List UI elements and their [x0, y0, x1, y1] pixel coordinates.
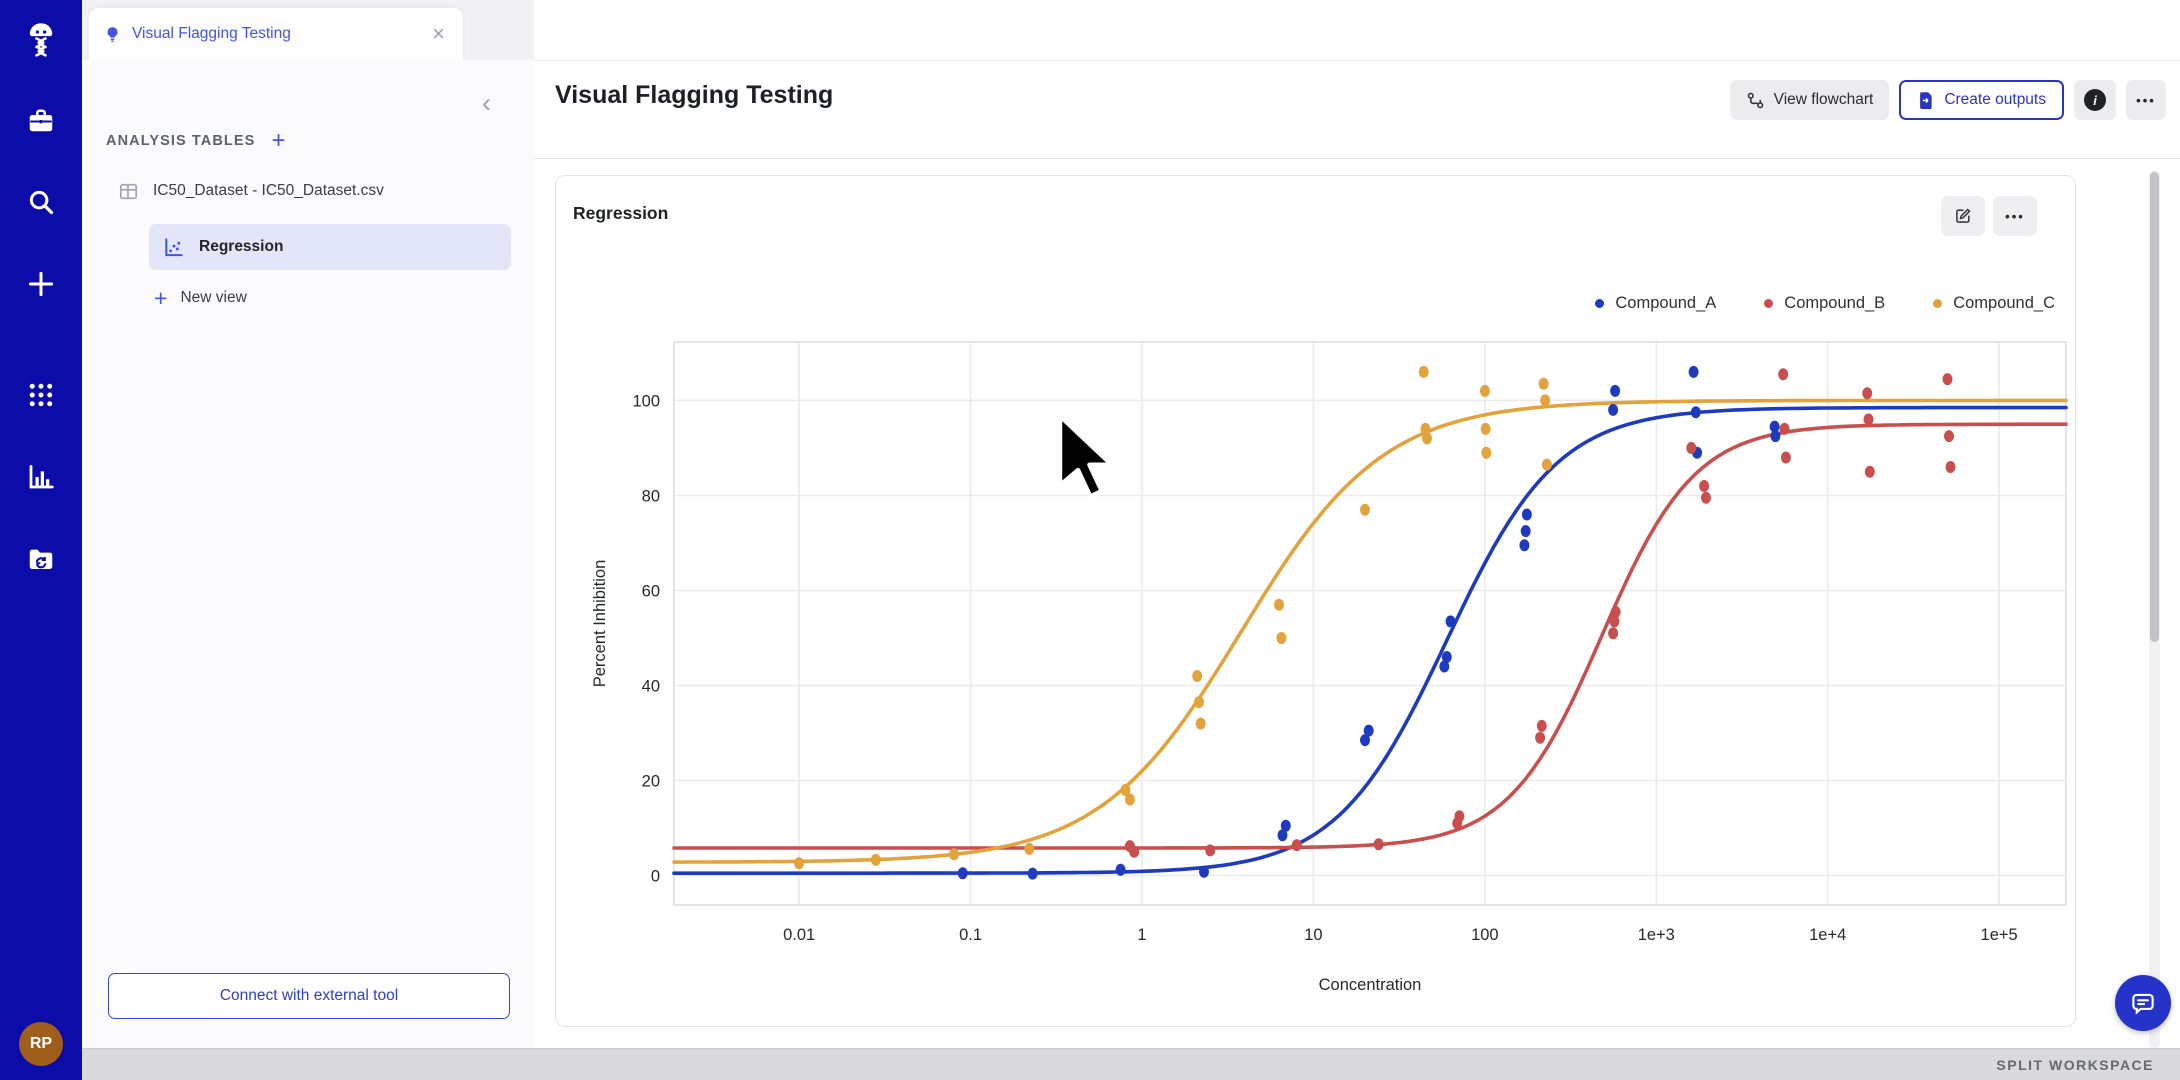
connect-external-tool-button[interactable]: Connect with external tool	[108, 973, 510, 1019]
svg-text:100: 100	[1471, 926, 1499, 944]
legend-item-Compound_A[interactable]: Compound_A	[1595, 294, 1716, 313]
lightbulb-icon	[103, 25, 122, 44]
table-icon	[118, 181, 139, 202]
svg-text:100: 100	[632, 392, 660, 410]
flowchart-icon	[1746, 91, 1765, 110]
legend-label: Compound_A	[1615, 294, 1717, 312]
card-title: Regression	[573, 203, 669, 223]
ellipsis-icon: •••	[2136, 92, 2156, 108]
svg-text:1e+5: 1e+5	[1981, 926, 2018, 944]
view-flowchart-label: View flowchart	[1773, 91, 1874, 108]
view-label: Regression	[199, 238, 284, 255]
create-outputs-button[interactable]: Create outputs	[1899, 80, 2064, 120]
split-workspace-label[interactable]: SPLIT WORKSPACE	[1996, 1056, 2154, 1073]
svg-text:20: 20	[642, 773, 660, 791]
new-view-label: New view	[180, 289, 247, 306]
svg-text:40: 40	[642, 678, 660, 696]
search-icon[interactable]	[0, 174, 82, 230]
app-rail: RP	[0, 0, 82, 1080]
view-item-regression[interactable]: Regression	[149, 224, 511, 270]
apps-grid-icon[interactable]	[0, 367, 82, 423]
legend-dot	[1933, 299, 1943, 308]
regression-card: Regression ••• Compound_A Compound_B Compo…	[555, 175, 2076, 1027]
svg-text:Percent Inhibition: Percent Inhibition	[591, 560, 609, 688]
svg-text:1: 1	[1137, 926, 1146, 944]
bottom-bar: SPLIT WORKSPACE	[82, 1048, 2180, 1080]
page-title: Visual Flagging Testing	[555, 81, 834, 109]
svg-text:10: 10	[1304, 926, 1322, 944]
card-more-button[interactable]: •••	[1993, 196, 2037, 236]
dataset-label: IC50_Dataset - IC50_Dataset.csv	[153, 182, 384, 199]
briefcase-icon[interactable]	[0, 93, 82, 149]
svg-text:80: 80	[642, 487, 660, 505]
regression-chart[interactable]: 0 20 40 60 80 100 0.01 0.1 1 10 100 1e+3 1e+4 1e+5 Con…	[556, 291, 2077, 1013]
tab-label: Visual Flagging Testing	[132, 25, 291, 42]
bar-chart-icon[interactable]	[0, 449, 82, 505]
legend-item-Compound_B[interactable]: Compound_B	[1764, 294, 1885, 313]
create-outputs-label: Create outputs	[1944, 91, 2046, 108]
add-table-icon[interactable]: +	[271, 127, 286, 154]
top-divider	[534, 60, 2180, 61]
user-avatar[interactable]: RP	[19, 1022, 63, 1066]
svg-text:0: 0	[651, 868, 660, 886]
more-options-button[interactable]: •••	[2126, 80, 2166, 120]
dataset-item-ic50[interactable]: IC50_Dataset - IC50_Dataset.csv	[118, 172, 518, 210]
svg-text:1e+3: 1e+3	[1638, 926, 1675, 944]
scrollbar-track[interactable]	[2149, 170, 2160, 1048]
scientist-logo-icon[interactable]	[0, 12, 82, 68]
tab-close-icon[interactable]: ×	[432, 21, 445, 46]
svg-text:0.1: 0.1	[959, 926, 982, 944]
edit-pencil-icon	[1953, 206, 1973, 226]
analysis-tables-section: ANALYSIS TABLES +	[106, 127, 286, 154]
analysis-panel: Visual Flagging Testing × ‹ ANALYSIS TAB…	[82, 0, 535, 1048]
new-view-button[interactable]: + New view	[154, 280, 454, 316]
view-flowchart-button[interactable]: View flowchart	[1729, 80, 1890, 120]
plus-icon: +	[154, 285, 168, 311]
chat-help-button[interactable]	[2115, 975, 2171, 1031]
create-plus-icon[interactable]	[0, 256, 82, 312]
svg-text:60: 60	[642, 582, 660, 600]
legend-label: Compound_C	[1953, 294, 2055, 312]
section-title: ANALYSIS TABLES	[106, 133, 256, 149]
card-actions: •••	[1941, 196, 2037, 236]
legend-label: Compound_B	[1784, 294, 1886, 312]
header-actions: View flowchart Create outputs i •••	[1729, 80, 2166, 120]
legend-item-Compound_C[interactable]: Compound_C	[1933, 294, 2055, 313]
chat-bubble-icon	[2128, 988, 2158, 1018]
chart-legend: Compound_A Compound_B Compound_C	[1595, 294, 2055, 313]
legend-dot	[1595, 299, 1605, 308]
svg-text:Concentration: Concentration	[1319, 976, 1422, 994]
tab-strip: Visual Flagging Testing ×	[82, 0, 534, 60]
document-export-icon	[1917, 91, 1935, 110]
ellipsis-icon: •••	[2005, 208, 2025, 224]
folder-sync-icon[interactable]	[0, 531, 82, 587]
collapse-panel-chevron-icon[interactable]: ‹	[482, 88, 491, 118]
scatter-plot-icon	[162, 236, 185, 259]
header-divider	[534, 158, 2180, 159]
info-icon: i	[2084, 89, 2106, 111]
scrollbar-thumb[interactable]	[2150, 172, 2159, 642]
edit-chart-button[interactable]	[1941, 196, 1985, 236]
svg-text:0.01: 0.01	[783, 926, 815, 944]
svg-text:1e+4: 1e+4	[1809, 926, 1846, 944]
info-button[interactable]: i	[2074, 80, 2116, 120]
tab-visual-flagging-testing[interactable]: Visual Flagging Testing ×	[88, 7, 464, 60]
legend-dot	[1764, 299, 1774, 308]
